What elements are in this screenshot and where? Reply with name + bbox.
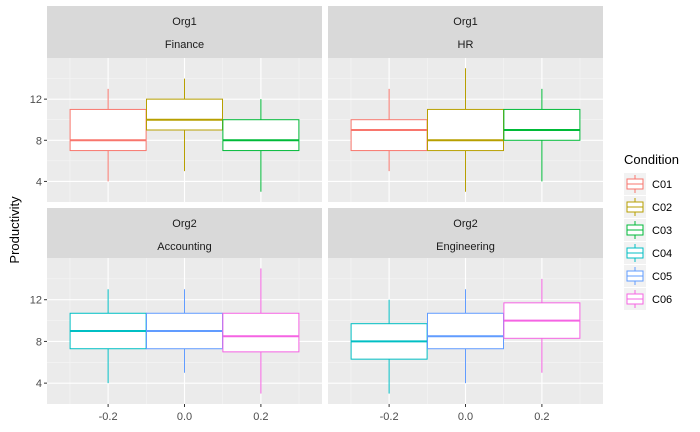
y-tick-label: 8 xyxy=(36,336,42,348)
strip-dept-label: Engineering xyxy=(436,241,495,253)
box-c05 xyxy=(427,289,504,384)
y-tick-label: 4 xyxy=(36,378,42,390)
legend-item-c02: C02 xyxy=(624,196,672,218)
box-c02 xyxy=(146,78,223,172)
panel-org1-hr: Org1 HR xyxy=(328,6,603,202)
legend-label: C06 xyxy=(652,294,672,306)
strip-org-label: Org2 xyxy=(453,218,477,230)
panel-org2-accounting: Org2 Accounting 4 8 12 -0.2 0.0 0.2 xyxy=(30,208,322,423)
legend-item-c05: C05 xyxy=(624,265,672,287)
strip-dept-label: Finance xyxy=(165,39,204,51)
legend-item-c06: C06 xyxy=(624,288,672,310)
strip-background xyxy=(328,6,603,58)
legend-item-c01: C01 xyxy=(624,173,672,195)
box-c04 xyxy=(350,299,428,394)
strip-background xyxy=(328,208,603,258)
x-tick-label: 0.2 xyxy=(534,411,549,423)
box-iqr xyxy=(427,312,504,350)
legend-item-c03: C03 xyxy=(624,219,672,241)
y-tick-label: 12 xyxy=(30,94,42,106)
y-tick-label: 8 xyxy=(36,135,42,147)
box-iqr xyxy=(222,312,300,353)
panel-org1-finance: Org1 Finance 4 8 12 xyxy=(30,6,322,202)
box-c01 xyxy=(350,88,428,172)
legend-label: C01 xyxy=(652,179,672,191)
strip-dept-label: HR xyxy=(458,39,474,51)
box-c02 xyxy=(427,68,504,192)
strip-dept-label: Accounting xyxy=(157,241,211,253)
box-iqr xyxy=(222,119,300,152)
legend: Condition C01 C02 C03 C04 C05 C06 xyxy=(624,152,679,310)
box-c03 xyxy=(222,99,300,192)
box-c06 xyxy=(222,268,300,394)
legend-label: C04 xyxy=(652,248,672,260)
legend-label: C03 xyxy=(652,225,672,237)
y-tick-label: 4 xyxy=(36,176,42,188)
strip-org-label: Org2 xyxy=(172,218,196,230)
strip-org-label: Org1 xyxy=(172,16,196,28)
x-tick-label: 0.0 xyxy=(177,411,192,423)
box-iqr xyxy=(427,108,504,152)
panel-org2-engineering: Org2 Engineering -0.2 0.0 0.2 xyxy=(328,208,603,423)
x-tick-label: 0.2 xyxy=(253,411,268,423)
box-c03 xyxy=(503,88,581,182)
x-tick-label: 0.0 xyxy=(458,411,473,423)
box-iqr xyxy=(146,98,223,131)
strip-background xyxy=(47,6,322,58)
y-axis-title: Productivity xyxy=(7,196,22,264)
x-tick-label: -0.2 xyxy=(380,411,399,423)
legend-label: C02 xyxy=(652,202,672,214)
legend-item-c04: C04 xyxy=(624,242,672,264)
box-iqr xyxy=(503,108,581,141)
legend-label: C05 xyxy=(652,271,672,283)
panels: Org1 Finance 4 8 12 Org1 HR Org2 Accounting 4 8 12 -… xyxy=(30,6,603,423)
box-c06 xyxy=(503,278,581,373)
legend-title: Condition xyxy=(624,152,679,167)
box-iqr xyxy=(350,119,428,152)
strip-background xyxy=(47,208,322,258)
box-c05 xyxy=(146,289,223,373)
y-tick-label: 12 xyxy=(30,295,42,307)
box-iqr xyxy=(69,108,147,152)
x-tick-label: -0.2 xyxy=(99,411,118,423)
strip-org-label: Org1 xyxy=(453,16,477,28)
